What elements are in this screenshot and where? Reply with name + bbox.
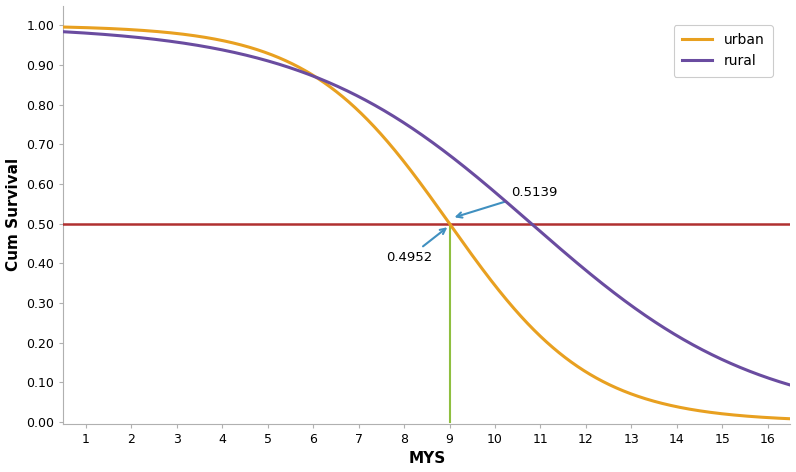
Text: 0.5139: 0.5139: [457, 186, 557, 218]
rural: [412, 128, 422, 134]
rural: [765, 376, 775, 381]
urban: [392, 151, 402, 156]
Line: rural: rural: [63, 32, 790, 385]
urban: [58, 24, 68, 30]
urban: [765, 415, 775, 421]
rural: [786, 382, 795, 388]
Legend: urban, rural: urban, rural: [673, 25, 773, 76]
rural: [631, 306, 641, 312]
Line: urban: urban: [63, 27, 790, 419]
Text: 0.4952: 0.4952: [386, 229, 446, 264]
rural: [764, 375, 774, 381]
urban: [786, 416, 795, 421]
Y-axis label: Cum Survival: Cum Survival: [6, 158, 21, 271]
X-axis label: MYS: MYS: [408, 451, 446, 466]
urban: [412, 176, 422, 181]
urban: [631, 393, 641, 398]
rural: [96, 31, 105, 37]
rural: [58, 29, 68, 34]
urban: [764, 415, 774, 421]
rural: [392, 116, 402, 122]
urban: [96, 25, 105, 31]
